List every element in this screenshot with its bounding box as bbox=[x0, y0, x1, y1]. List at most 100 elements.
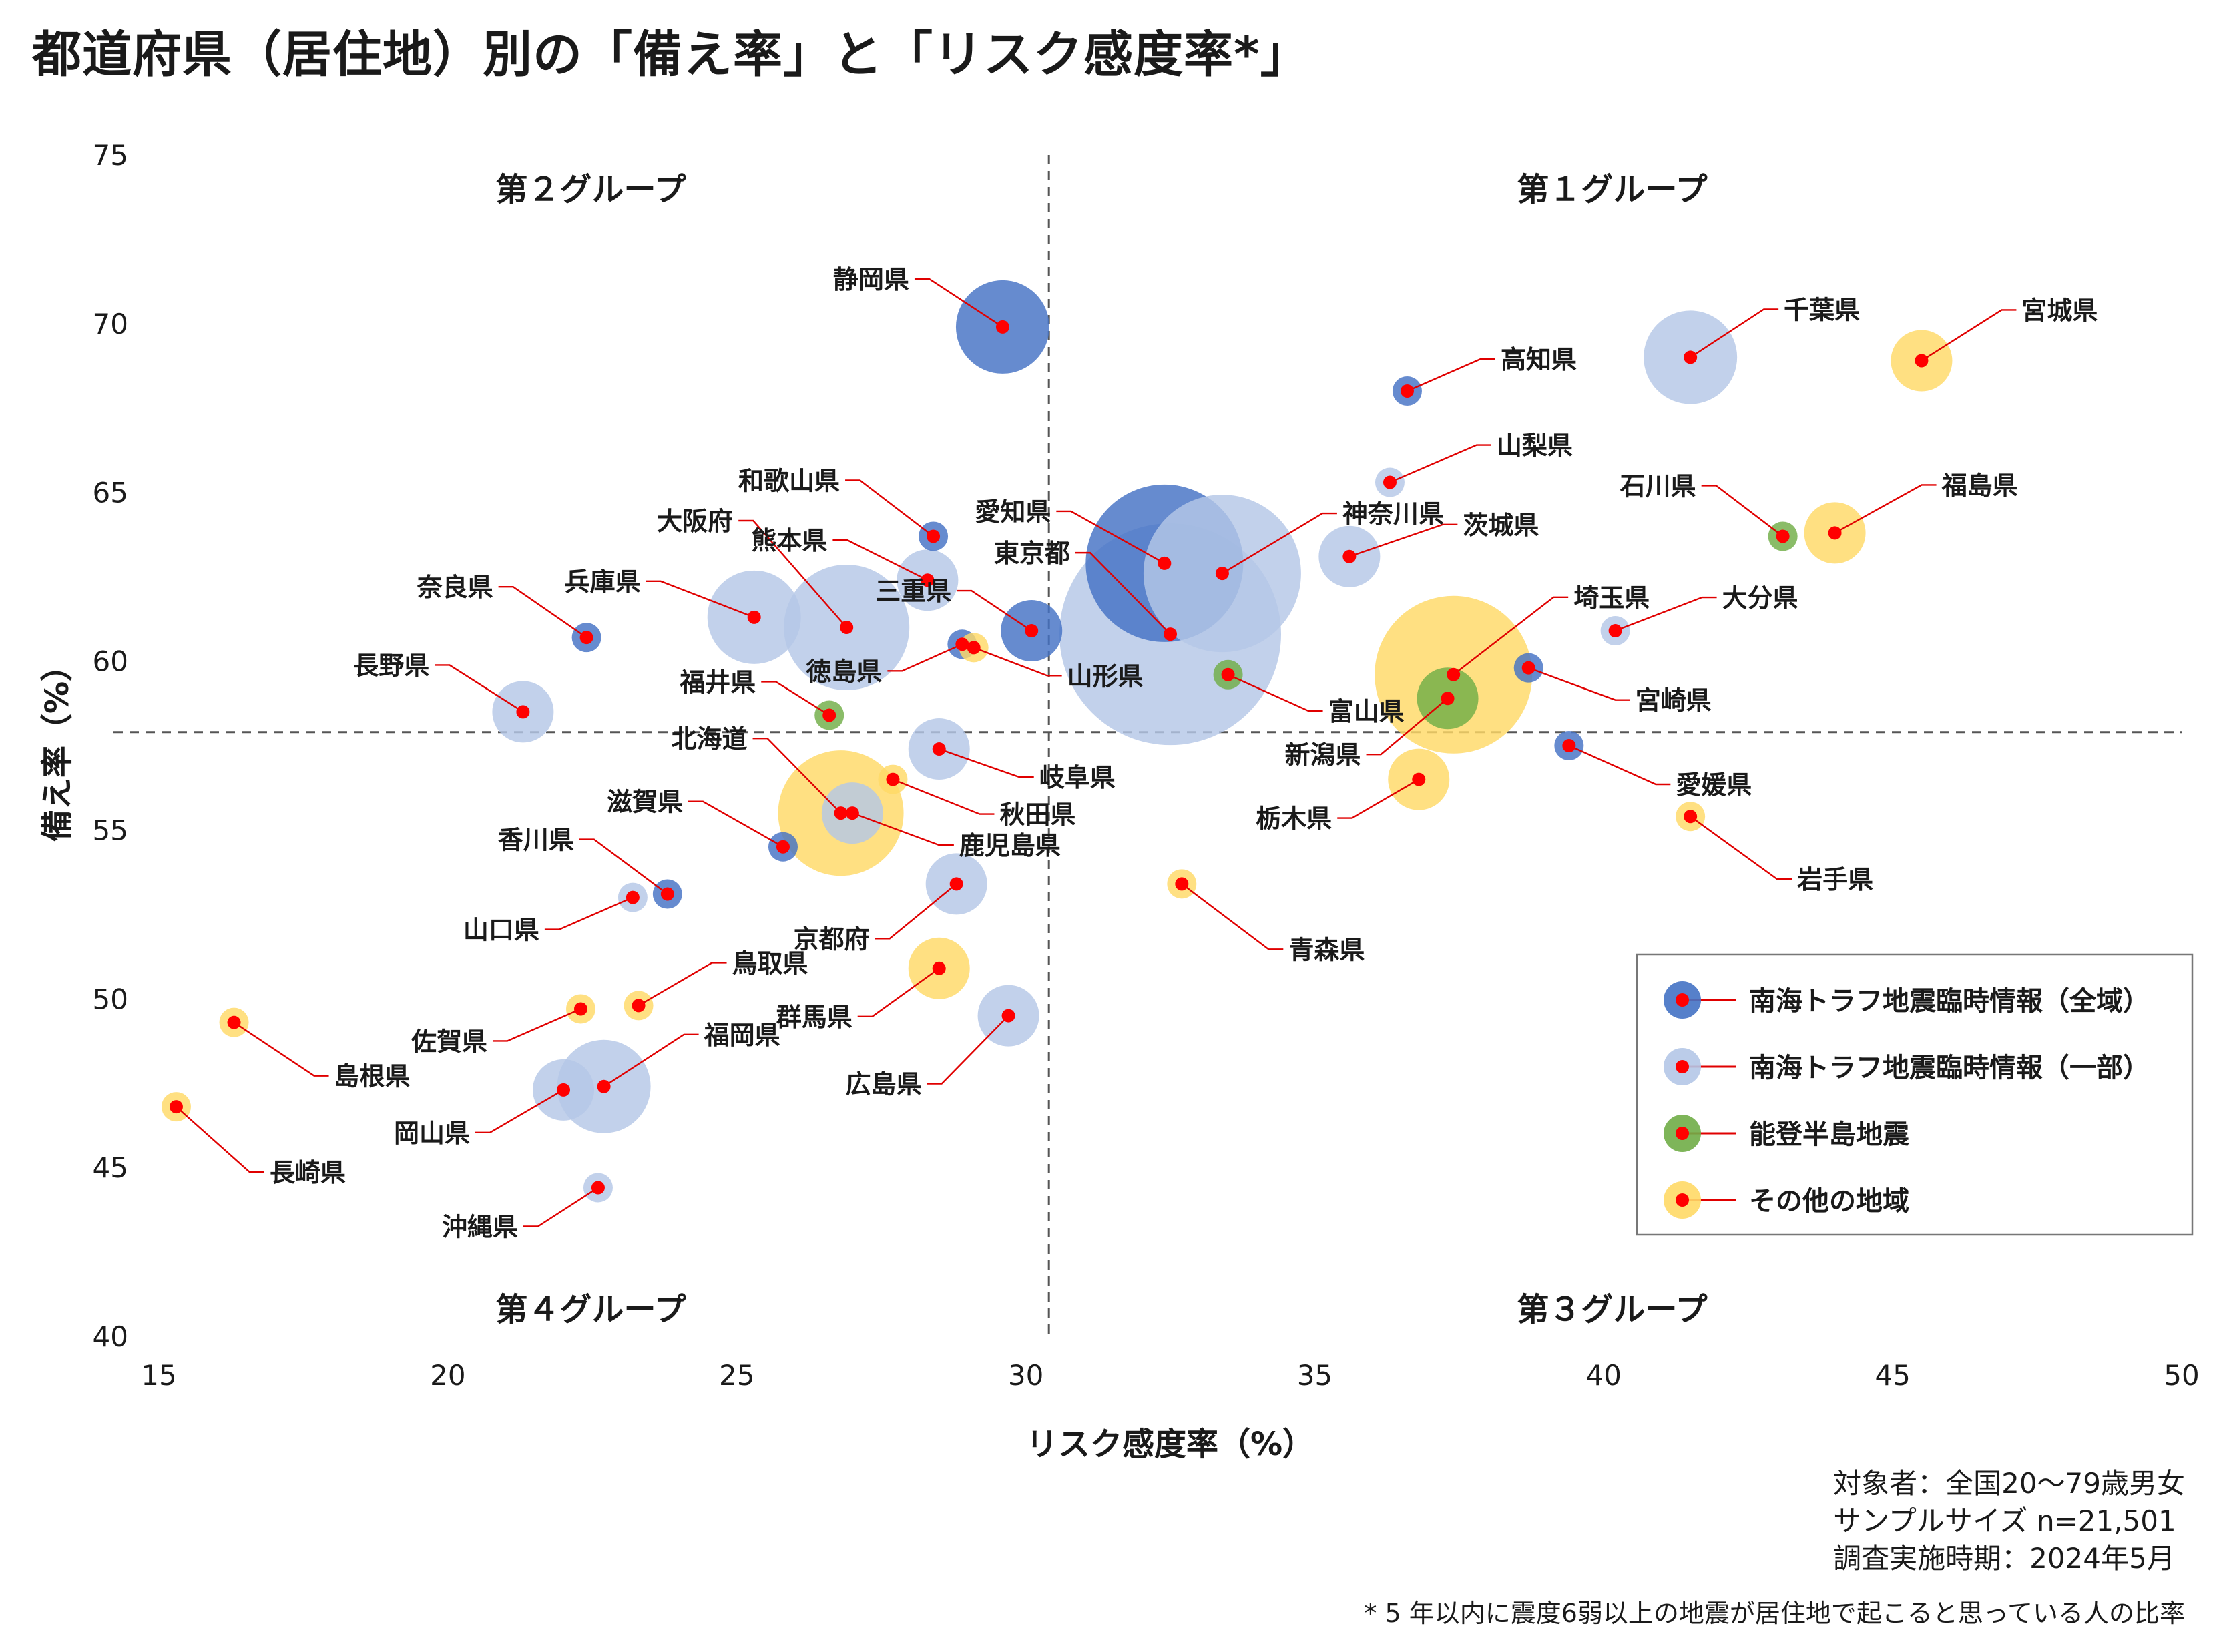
leader-line bbox=[1075, 551, 1171, 635]
leader-line bbox=[523, 1187, 599, 1227]
data-point bbox=[557, 1083, 570, 1097]
footnote: * 5 年以内に震度6弱以上の地震が居住地で起こると思っている人の比率 bbox=[1364, 1599, 2185, 1628]
data-point bbox=[660, 887, 674, 901]
legend-label: 南海トラフ地震臨時情報（一部） bbox=[1749, 1053, 2150, 1083]
data-point bbox=[597, 1079, 611, 1093]
data-point bbox=[1221, 667, 1235, 681]
data-point bbox=[932, 742, 946, 756]
data-point bbox=[1175, 877, 1189, 891]
y-tick-label: 50 bbox=[93, 983, 128, 1015]
data-point bbox=[1776, 529, 1790, 543]
quadrant-label: 第１グループ bbox=[1517, 171, 1707, 208]
point-label: 福井県 bbox=[679, 667, 756, 697]
data-point bbox=[995, 320, 1009, 334]
legend-label: 南海トラフ地震臨時情報（全域） bbox=[1749, 986, 2150, 1017]
point-label: 神奈川県 bbox=[1342, 499, 1444, 529]
y-tick-label: 75 bbox=[93, 139, 128, 172]
leader-line bbox=[1528, 667, 1630, 701]
data-point bbox=[776, 840, 790, 854]
point-label: 愛知県 bbox=[975, 497, 1051, 527]
data-point bbox=[1684, 350, 1698, 364]
leader-line bbox=[1921, 309, 2017, 362]
x-tick-label: 25 bbox=[719, 1359, 754, 1392]
leader-line bbox=[1407, 358, 1495, 392]
x-tick-label: 20 bbox=[430, 1359, 465, 1392]
quadrant-label: 第４グループ bbox=[495, 1291, 686, 1328]
point-label: 熊本県 bbox=[751, 526, 827, 555]
legend-label: 能登半島地震 bbox=[1749, 1119, 1909, 1150]
point-label: 群馬県 bbox=[776, 1003, 852, 1032]
leader-line bbox=[1690, 816, 1792, 880]
leader-line bbox=[832, 539, 928, 581]
leader-line bbox=[973, 647, 1062, 677]
point-label: 鳥取県 bbox=[732, 948, 808, 978]
leader-line bbox=[852, 812, 954, 846]
leader-line bbox=[1228, 673, 1323, 712]
note-period: 調査実施時期：2024年5月 bbox=[1833, 1542, 2175, 1575]
y-tick-label: 65 bbox=[93, 477, 128, 509]
data-point bbox=[1164, 627, 1177, 641]
data-point bbox=[967, 641, 981, 655]
point-label: 香川県 bbox=[498, 826, 574, 855]
leader-line bbox=[1337, 778, 1419, 819]
point-label: 滋賀県 bbox=[607, 788, 683, 817]
point-label: 岐阜県 bbox=[1039, 763, 1116, 792]
leader-line bbox=[1568, 744, 1671, 786]
data-point bbox=[632, 999, 646, 1013]
leader-line bbox=[914, 278, 1003, 328]
leader-line bbox=[176, 1106, 264, 1173]
leader-line bbox=[939, 748, 1034, 778]
leader-line bbox=[1834, 484, 1937, 534]
data-point bbox=[845, 806, 859, 820]
point-label: 長野県 bbox=[353, 651, 429, 680]
point-label: 北海道 bbox=[672, 724, 748, 754]
point-label: 宮崎県 bbox=[1636, 686, 1712, 716]
x-tick-label: 40 bbox=[1586, 1359, 1622, 1392]
leader-line bbox=[1690, 308, 1779, 358]
leader-line bbox=[492, 1008, 581, 1042]
x-tick-label: 50 bbox=[2164, 1359, 2199, 1392]
leader-line bbox=[1453, 596, 1569, 675]
data-point bbox=[927, 529, 941, 543]
chart-title: 都道府県（居住地）別の「備え率」と「リスク感度率*」 bbox=[32, 26, 1310, 83]
y-tick-label: 40 bbox=[93, 1320, 128, 1353]
data-point bbox=[886, 772, 900, 786]
y-tick-label: 55 bbox=[93, 814, 128, 846]
center-dots bbox=[169, 320, 1929, 1195]
x-tick-label: 30 bbox=[1008, 1359, 1043, 1392]
data-point bbox=[169, 1100, 183, 1114]
leader-line bbox=[738, 519, 848, 628]
point-label: 栃木県 bbox=[1256, 804, 1332, 834]
data-point bbox=[1025, 624, 1039, 638]
point-label: 静岡県 bbox=[833, 265, 909, 294]
y-tick-label: 60 bbox=[93, 645, 128, 678]
point-label: 富山県 bbox=[1328, 697, 1405, 726]
point-label: 京都府 bbox=[794, 924, 870, 954]
data-point bbox=[1521, 661, 1535, 675]
point-label: 秋田県 bbox=[999, 800, 1075, 830]
point-label: 埼玉県 bbox=[1573, 583, 1650, 613]
point-label: 宮城県 bbox=[2021, 296, 2098, 325]
point-label: 岩手県 bbox=[1797, 865, 1873, 894]
note-target: 対象者：全国20～79歳男女 bbox=[1833, 1467, 2185, 1500]
point-label: 山口県 bbox=[463, 916, 539, 945]
point-label: 茨城県 bbox=[1463, 511, 1539, 540]
point-label: 岡山県 bbox=[394, 1119, 470, 1148]
data-point bbox=[1441, 692, 1455, 706]
data-point bbox=[1001, 1009, 1015, 1023]
leader-line bbox=[688, 800, 784, 848]
legend-label: その他の地域 bbox=[1749, 1186, 1909, 1217]
leader-line bbox=[1222, 512, 1337, 575]
leader-line bbox=[1056, 510, 1165, 564]
x-axis-title: リスク感度率（%） bbox=[1026, 1426, 1314, 1463]
data-point bbox=[1828, 526, 1842, 540]
leader-line bbox=[845, 479, 934, 537]
leader-line bbox=[579, 838, 668, 895]
point-label: 山形県 bbox=[1067, 661, 1144, 691]
point-label: 鹿児島県 bbox=[959, 831, 1061, 860]
point-label: 和歌山県 bbox=[738, 466, 840, 495]
data-point bbox=[1400, 384, 1414, 398]
data-point bbox=[747, 610, 761, 624]
